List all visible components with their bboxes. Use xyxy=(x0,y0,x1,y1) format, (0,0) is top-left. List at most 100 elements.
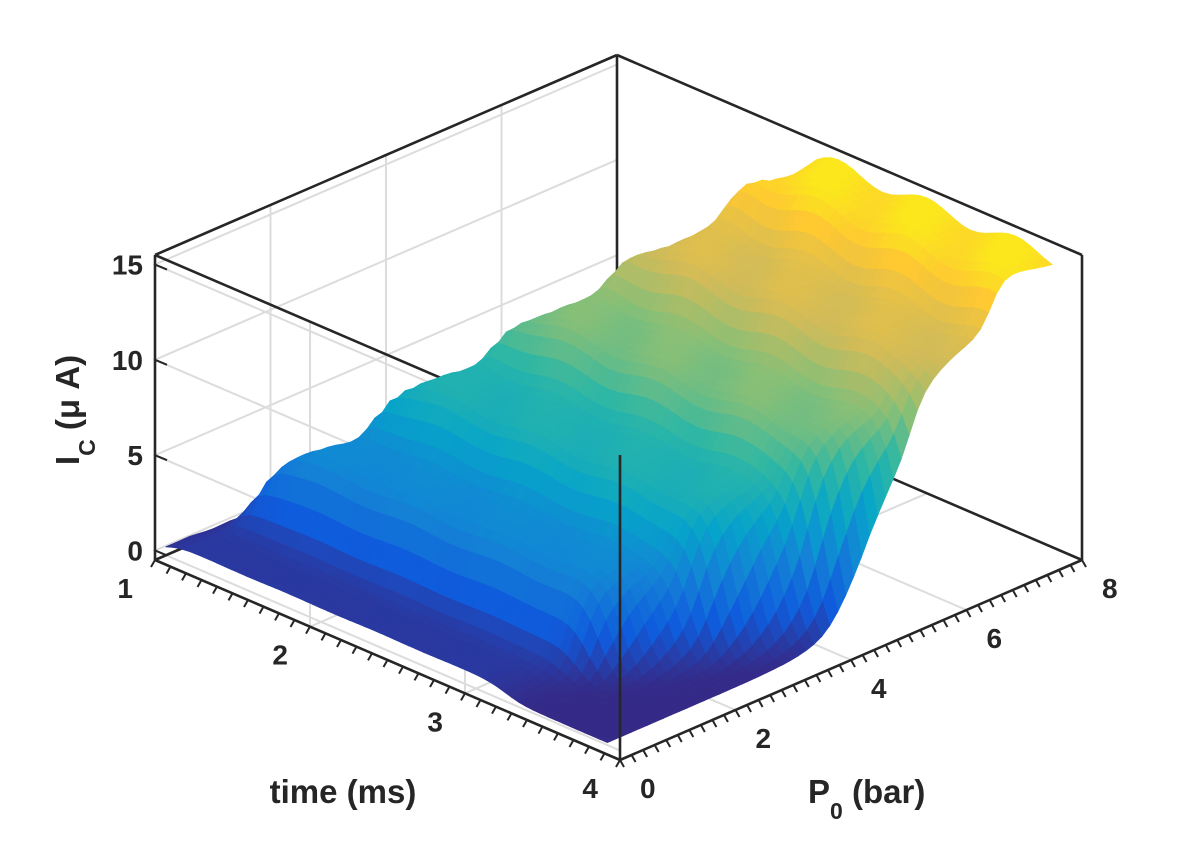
tick-layer: 1 2 3 4 0 2 4 6 8 0 5 10 15 xyxy=(112,250,1118,805)
x-axis-label: time (ms) xyxy=(270,773,417,810)
y-minor-tick xyxy=(1046,574,1053,583)
x-minor-tick xyxy=(243,599,249,608)
x-minor-tick xyxy=(522,719,528,728)
z-tick xyxy=(154,549,168,557)
z-tick xyxy=(154,263,168,271)
x-minor-tick xyxy=(553,732,559,741)
y-minor-tick xyxy=(919,629,926,638)
surface-patch xyxy=(598,735,617,744)
x-minor-tick xyxy=(367,652,373,661)
z-axis-label-sub: C xyxy=(74,439,100,456)
axis-box-edge xyxy=(154,53,618,257)
y-minor-tick xyxy=(965,609,972,618)
label-layer: time (ms) P0 (bar) IC (μ A) xyxy=(49,355,925,824)
y-minor-tick xyxy=(884,644,891,653)
y-minor-tick xyxy=(1000,594,1007,603)
z-tick-label: 0 xyxy=(127,536,143,567)
y-minor-tick xyxy=(827,669,833,678)
x-minor-tick xyxy=(274,612,280,621)
x-minor-tick xyxy=(212,586,218,595)
y-tick-label: 2 xyxy=(756,723,772,754)
x-minor-tick xyxy=(615,759,621,768)
x-minor-tick xyxy=(537,726,544,735)
x-minor-tick xyxy=(336,639,342,648)
z-tick-label: 15 xyxy=(112,250,143,281)
z-tick-label: 5 xyxy=(127,440,143,471)
y-minor-tick xyxy=(861,654,868,663)
x-minor-tick xyxy=(444,686,451,695)
y-axis-label-rest: (bar) xyxy=(843,773,926,810)
x-minor-tick xyxy=(413,672,420,681)
z-tick xyxy=(154,454,168,462)
y-minor-tick xyxy=(1058,569,1064,578)
x-minor-tick xyxy=(599,752,606,761)
y-tick-label: 8 xyxy=(1102,573,1118,604)
y-minor-tick xyxy=(723,714,729,723)
x-tick-label: 1 xyxy=(117,573,133,604)
x-minor-tick xyxy=(305,626,311,635)
y-minor-tick xyxy=(815,674,822,683)
y-minor-tick xyxy=(711,719,718,728)
y-minor-tick xyxy=(642,749,648,758)
y-minor-tick xyxy=(1034,579,1041,588)
y-minor-tick xyxy=(665,739,672,748)
y-minor-tick xyxy=(803,679,810,688)
y-minor-tick xyxy=(780,689,787,698)
y-axis-label: P0 (bar) xyxy=(808,773,925,824)
y-axis-label-main: P xyxy=(808,773,830,810)
x-minor-tick xyxy=(258,606,265,615)
x-minor-tick xyxy=(150,559,156,568)
x-minor-tick xyxy=(181,572,187,581)
axis-box-edge xyxy=(616,53,1083,257)
x-tick-label: 4 xyxy=(582,773,598,804)
y-minor-tick xyxy=(850,659,856,668)
x-minor-tick xyxy=(584,746,590,755)
x-tick-label: 3 xyxy=(427,706,443,737)
x-minor-tick xyxy=(460,692,466,701)
y-minor-tick xyxy=(734,709,741,718)
z-axis-label: IC (μ A) xyxy=(49,355,100,465)
y-minor-tick xyxy=(942,619,949,628)
z-tick xyxy=(154,358,168,366)
x-minor-tick xyxy=(506,712,513,721)
y-minor-tick xyxy=(676,734,683,743)
x-minor-tick xyxy=(475,699,482,708)
x-minor-tick xyxy=(351,646,358,655)
y-minor-tick xyxy=(688,729,695,738)
x-minor-tick xyxy=(491,706,497,715)
surface-layer xyxy=(165,157,1053,744)
x-minor-tick xyxy=(568,739,575,748)
z-tick-label: 10 xyxy=(112,345,143,376)
x-minor-tick xyxy=(165,566,172,575)
x-minor-tick xyxy=(227,592,234,601)
y-minor-tick xyxy=(653,744,660,753)
z-axis-label-main: I xyxy=(49,456,86,465)
y-minor-tick xyxy=(977,604,983,613)
y-minor-tick xyxy=(930,624,937,633)
y-minor-tick xyxy=(954,614,960,623)
y-minor-tick xyxy=(896,639,903,648)
y-minor-tick xyxy=(769,694,776,703)
y-minor-tick xyxy=(1069,564,1076,573)
y-minor-tick xyxy=(1011,589,1018,598)
y-minor-tick xyxy=(873,649,879,658)
x-minor-tick xyxy=(398,666,404,675)
y-minor-tick xyxy=(988,599,995,608)
y-tick-label: 6 xyxy=(987,623,1003,654)
y-minor-tick xyxy=(1081,559,1087,568)
y-tick-label: 4 xyxy=(871,673,887,704)
y-minor-tick xyxy=(838,664,845,673)
y-minor-tick xyxy=(619,759,625,768)
z-axis-label-rest: (μ A) xyxy=(49,355,86,439)
y-minor-tick xyxy=(757,699,764,708)
y-minor-tick xyxy=(746,704,752,713)
x-tick-label: 2 xyxy=(272,640,288,671)
y-minor-tick xyxy=(630,754,637,763)
x-minor-tick xyxy=(382,659,389,668)
y-minor-tick xyxy=(699,724,706,733)
y-tick-label: 0 xyxy=(640,773,656,804)
x-minor-tick xyxy=(289,619,296,628)
x-minor-tick xyxy=(429,679,435,688)
